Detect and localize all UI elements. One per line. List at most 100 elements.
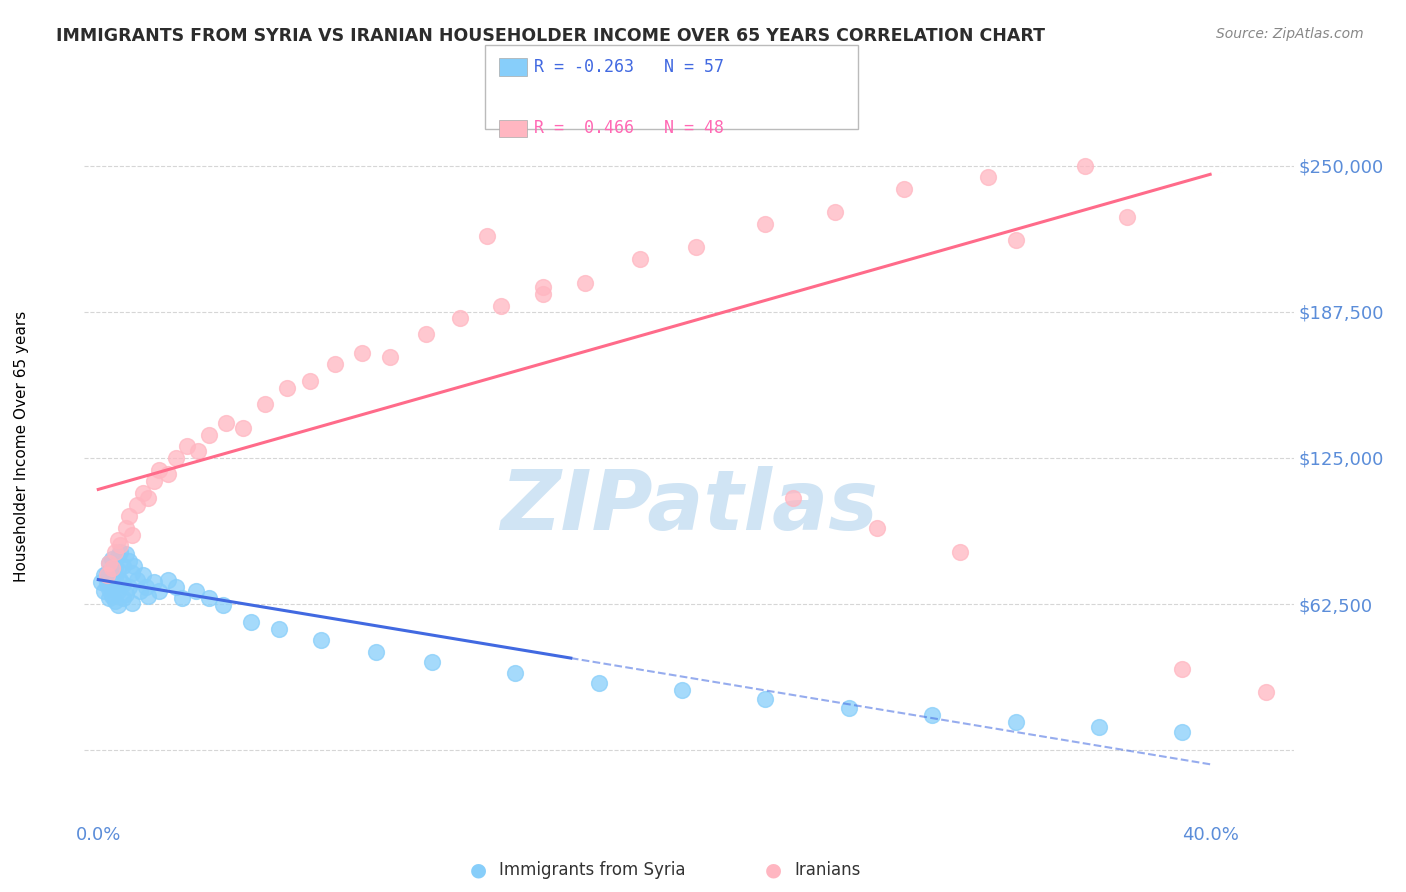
Point bbox=[1088, 720, 1111, 734]
Point bbox=[134, 580, 156, 594]
Text: ●: ● bbox=[765, 860, 782, 880]
Point bbox=[215, 416, 238, 430]
Text: IMMIGRANTS FROM SYRIA VS IRANIAN HOUSEHOLDER INCOME OVER 65 YEARS CORRELATION CH: IMMIGRANTS FROM SYRIA VS IRANIAN HOUSEHO… bbox=[56, 27, 1045, 45]
Point bbox=[1074, 159, 1097, 173]
Point bbox=[1171, 662, 1194, 676]
Point bbox=[588, 675, 610, 690]
Point bbox=[96, 568, 118, 582]
Point bbox=[782, 491, 804, 505]
Point bbox=[156, 467, 179, 482]
Point bbox=[574, 276, 596, 290]
Point bbox=[101, 589, 124, 603]
Point bbox=[176, 439, 198, 453]
Point bbox=[267, 622, 290, 636]
Point bbox=[165, 450, 187, 465]
Point bbox=[96, 577, 118, 591]
Point bbox=[132, 486, 155, 500]
Point bbox=[112, 591, 135, 606]
Point bbox=[1115, 210, 1137, 224]
Point bbox=[121, 566, 143, 580]
Point bbox=[104, 570, 127, 584]
Point bbox=[276, 381, 298, 395]
Point bbox=[110, 537, 132, 551]
Point bbox=[977, 170, 1000, 185]
Point bbox=[1254, 685, 1277, 699]
Point bbox=[127, 573, 149, 587]
Point bbox=[754, 217, 776, 231]
Point bbox=[98, 582, 121, 596]
Point bbox=[165, 580, 187, 594]
Point bbox=[118, 509, 141, 524]
Point bbox=[893, 182, 915, 196]
Point bbox=[415, 326, 437, 341]
Point bbox=[503, 666, 526, 681]
Point bbox=[378, 351, 401, 365]
Point bbox=[187, 444, 209, 458]
Point bbox=[107, 584, 129, 599]
Point bbox=[129, 584, 152, 599]
Point bbox=[115, 587, 138, 601]
Text: Iranians: Iranians bbox=[794, 861, 860, 879]
Point bbox=[1171, 724, 1194, 739]
Point bbox=[101, 551, 124, 566]
Point bbox=[98, 591, 121, 606]
Point bbox=[112, 577, 135, 591]
Point bbox=[101, 561, 124, 575]
Point bbox=[118, 554, 141, 568]
Point bbox=[298, 374, 321, 388]
Point bbox=[254, 397, 277, 411]
Point bbox=[921, 708, 943, 723]
Point bbox=[115, 521, 138, 535]
Point bbox=[309, 633, 332, 648]
Point bbox=[93, 584, 115, 599]
Point bbox=[121, 596, 143, 610]
Point bbox=[98, 556, 121, 570]
Point bbox=[121, 528, 143, 542]
Point bbox=[136, 589, 159, 603]
Point bbox=[101, 580, 124, 594]
Point bbox=[232, 420, 254, 434]
Point bbox=[531, 280, 554, 294]
Point bbox=[628, 252, 651, 266]
Point bbox=[838, 701, 860, 715]
Point bbox=[127, 498, 149, 512]
Point bbox=[949, 544, 972, 558]
Point bbox=[96, 566, 118, 580]
Point bbox=[198, 427, 221, 442]
Point bbox=[754, 692, 776, 706]
Point bbox=[104, 593, 127, 607]
Point bbox=[148, 463, 170, 477]
Point bbox=[104, 561, 127, 575]
Point bbox=[110, 573, 132, 587]
Point bbox=[477, 228, 499, 243]
Point bbox=[865, 521, 887, 535]
Point bbox=[212, 599, 235, 613]
Point bbox=[132, 568, 155, 582]
Point bbox=[170, 591, 193, 606]
Point bbox=[107, 599, 129, 613]
Text: R =  0.466   N = 48: R = 0.466 N = 48 bbox=[534, 120, 724, 137]
Point bbox=[107, 563, 129, 577]
Point bbox=[142, 574, 165, 589]
Point bbox=[1004, 234, 1026, 248]
Point bbox=[142, 475, 165, 489]
Text: Source: ZipAtlas.com: Source: ZipAtlas.com bbox=[1216, 27, 1364, 41]
Point bbox=[184, 584, 207, 599]
Point bbox=[115, 547, 138, 561]
Point bbox=[1004, 715, 1026, 730]
Point bbox=[107, 549, 129, 564]
Point bbox=[148, 584, 170, 599]
Point bbox=[136, 491, 159, 505]
Point bbox=[491, 299, 513, 313]
Text: ZIPatlas: ZIPatlas bbox=[501, 467, 877, 547]
Point bbox=[671, 682, 693, 697]
Text: R = -0.263   N = 57: R = -0.263 N = 57 bbox=[534, 58, 724, 76]
Point bbox=[112, 558, 135, 573]
Point bbox=[352, 345, 374, 359]
Point bbox=[156, 573, 179, 587]
Point bbox=[366, 645, 388, 659]
Point bbox=[107, 533, 129, 547]
Point bbox=[240, 615, 263, 629]
Text: Householder Income Over 65 years: Householder Income Over 65 years bbox=[14, 310, 28, 582]
Point bbox=[531, 287, 554, 301]
